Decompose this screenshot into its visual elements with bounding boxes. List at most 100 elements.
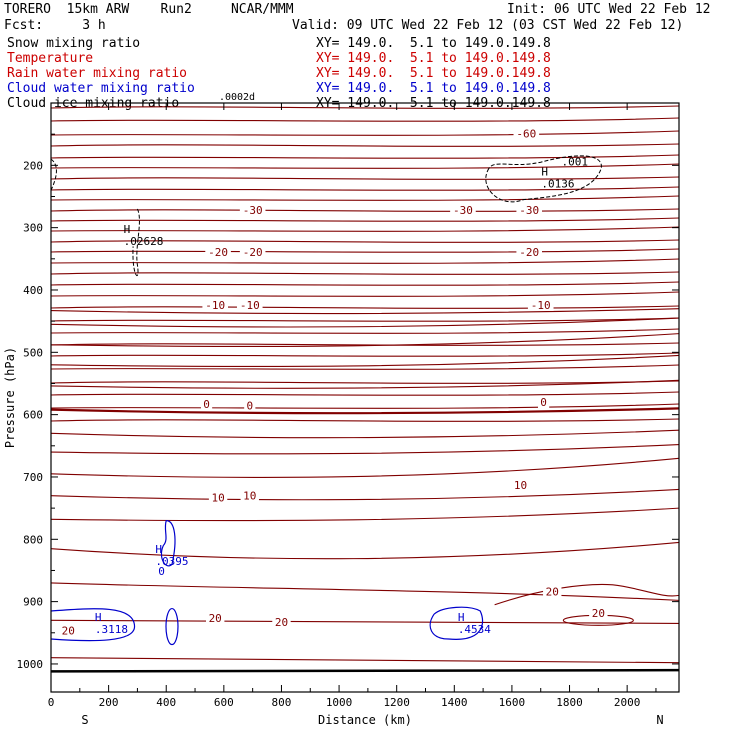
x-tick-label: 800: [272, 696, 292, 709]
legend-xy-cloud-water: XY= 149.0. 5.1 to 149.0.149.8: [316, 81, 551, 96]
temperature-contour-label: 0: [203, 398, 210, 411]
contour-label-bg: [205, 245, 231, 258]
temperature-contour: [50, 239, 680, 243]
high-marker-label: H: [458, 611, 465, 624]
temperature-contour-label: 20: [62, 624, 75, 637]
temperature-contour-label: 20: [592, 607, 605, 620]
temperature-contour: [50, 444, 680, 455]
temperature-contour: [50, 117, 680, 122]
legend-label-temperature: Temperature: [7, 51, 94, 66]
temperature-contour: [50, 507, 680, 522]
snow-contour-edge: [50, 158, 57, 191]
contour-label-bg: [206, 611, 225, 624]
contour-label-bg: [513, 127, 540, 140]
legend-xy-rain: XY= 149.0. 5.1 to 149.0.149.8: [316, 66, 551, 81]
forecast-hour: Fcst: 3 h: [4, 18, 106, 33]
temperature-contour: [50, 354, 680, 368]
temperature-contour: [50, 582, 680, 601]
contour-label-bg: [244, 399, 256, 412]
contour-label-bg: [516, 245, 543, 258]
temperature-contour: [50, 429, 680, 439]
temperature-contour: [50, 195, 680, 201]
contour-label-bg: [538, 396, 550, 409]
contour-label-bg: [527, 298, 554, 311]
high-marker-value: .001: [562, 156, 589, 169]
contour-label-bg: [239, 245, 266, 258]
temperature-contour-label: 20: [546, 586, 559, 599]
contour-label-bg: [511, 479, 530, 492]
x-tick-label: 1600: [499, 696, 526, 709]
temperature-contour-label: -30: [243, 204, 263, 217]
x-end-label-north: N: [656, 713, 663, 727]
temperature-contour-label: 20: [209, 612, 222, 625]
temperature-contour-label: 10: [514, 479, 527, 492]
x-tick-label: 0: [48, 696, 55, 709]
temperature-contour: [50, 488, 680, 501]
contour-label-bg: [450, 204, 476, 217]
zero-isotherm: [50, 407, 680, 415]
x-tick-label: 600: [214, 696, 234, 709]
temperature-contour: [50, 418, 680, 422]
temperature-contour: [50, 403, 680, 409]
contour-label-bg: [589, 606, 608, 619]
top-tick-value: .0002d: [219, 92, 255, 103]
temperature-contour: [50, 208, 680, 212]
contour-label-bg: [272, 616, 291, 629]
temperature-contour-label: -10: [240, 299, 260, 312]
y-axis-label: Pressure (hPa): [3, 347, 17, 448]
temperature-contour: [50, 248, 680, 253]
temperature-contour: [50, 342, 680, 346]
legend-xy-temperature: XY= 149.0. 5.1 to 149.0.149.8: [316, 51, 551, 66]
temperature-contour-label: -10: [531, 299, 551, 312]
init-time: Init: 06 UTC Wed 22 Feb 12: [507, 2, 711, 17]
y-tick-label: 700: [23, 471, 43, 484]
temperature-contour-label: 10: [211, 492, 224, 505]
cloud-water-contour: [160, 519, 176, 567]
temperature-contour: [50, 154, 680, 159]
temperature-contour-label: -10: [205, 299, 225, 312]
cloud-water-contour: [50, 608, 136, 642]
high-marker-value: .0395: [155, 555, 188, 568]
high-marker-value: .3118: [95, 623, 128, 636]
temperature-contour: [50, 226, 680, 232]
temperature-contour: [50, 328, 680, 334]
temperature-contour-label: -30: [519, 204, 539, 217]
model-title: TORERO 15km ARW Run2 NCAR/MMM: [4, 2, 294, 17]
temperature-contour: [50, 457, 680, 478]
y-tick-label: 200: [23, 159, 43, 172]
cloud-water-contour: [429, 606, 484, 640]
contour-label-bg: [202, 298, 229, 311]
legend-label-cloud-water: Cloud water mixing ratio: [7, 81, 195, 96]
legend-xy-snow: XY= 149.0. 5.1 to 149.0.149.8: [316, 36, 551, 51]
legend-label-snow: Snow mixing ratio: [7, 36, 141, 51]
high-marker-label: H: [124, 223, 131, 236]
x-tick-label: 1800: [556, 696, 583, 709]
temperature-contour-label: 10: [243, 490, 256, 503]
temperature-contour: [50, 176, 680, 180]
plot-frame: [50, 102, 680, 693]
temperature-contour-label: 20: [275, 616, 288, 629]
contour-label-bg: [240, 489, 259, 502]
high-marker-label: H: [95, 611, 102, 624]
temperature-contour: [50, 105, 680, 109]
temperature-contour: [50, 317, 680, 322]
y-tick-label: 800: [23, 533, 43, 546]
contour-label-bg: [59, 624, 78, 637]
temperature-contour: [494, 583, 680, 606]
snow-contour: [132, 208, 140, 277]
temperature-contour-label: 0: [246, 399, 253, 412]
temperature-contour: [50, 305, 680, 309]
x-axis-label: Distance (km): [318, 713, 412, 727]
temperature-contour: [50, 657, 680, 664]
temperature-contour-label: -60: [516, 128, 536, 141]
valid-time: Valid: 09 UTC Wed 22 Feb 12 (03 CST Wed …: [292, 18, 684, 33]
temperature-contour-label: 0: [540, 396, 547, 409]
temperature-contour: [50, 281, 680, 286]
temperature-contour-label: -20: [243, 246, 263, 259]
temperature-contour: [50, 317, 680, 328]
high-marker-value: .0136: [541, 178, 574, 191]
y-tick-label: 300: [23, 222, 43, 235]
temperature-contour: [50, 333, 680, 348]
temperature-contour: [50, 541, 680, 560]
